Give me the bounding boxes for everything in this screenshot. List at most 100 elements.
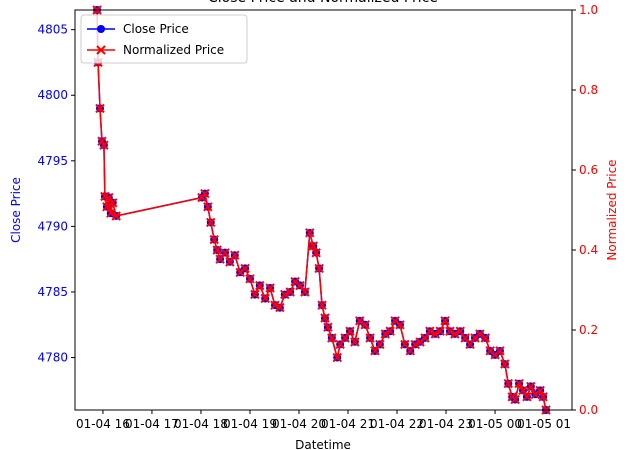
point-marker [375,339,385,350]
point-marker [250,289,260,300]
point-marker [450,329,460,339]
point-marker [350,337,360,347]
point-marker [102,202,112,212]
legend-marker [96,45,106,55]
x-tick-label: 01-04 20 [272,417,326,431]
point-marker [495,346,505,356]
point-marker [460,333,470,343]
point-marker [314,263,324,274]
point-marker [225,257,235,267]
x-tick-label: 01-05 01 [517,417,571,431]
point-marker [370,346,380,356]
point-marker [365,333,375,343]
point-marker [200,188,210,199]
point-marker [220,248,230,258]
y-tick-label: 4780 [37,351,68,365]
point-marker [425,326,435,336]
y2-axis-label: Normalized Price [605,159,619,260]
point-marker [380,329,390,339]
point-marker [206,217,216,228]
point-marker [538,392,548,402]
point-marker [317,300,327,310]
point-marker [518,385,528,396]
chart-title: Close Price and Normalized Price [208,0,438,6]
point-marker [285,287,295,297]
point-marker [212,245,222,255]
point-marker [265,283,275,293]
point-marker [327,333,337,343]
point-marker [308,241,318,251]
y2-tick-label: 1.0 [579,3,598,17]
point-marker [503,378,513,389]
point-marker [510,394,520,405]
y-tick-label: 4785 [37,285,68,299]
point-marker [280,289,290,300]
point-marker [295,280,305,291]
point-marker [300,287,310,297]
point-marker [522,392,532,402]
x-tick-label: 01-04 16 [76,417,130,431]
x-tick-label: 01-04 17 [125,417,179,431]
y2-tick-label: 0.8 [579,83,598,97]
point-marker [209,234,219,245]
x-tick-label: 01-04 23 [419,417,473,431]
legend-label: Normalized Price [123,43,224,57]
point-marker [95,103,105,114]
point-marker [255,280,265,291]
point-marker [240,263,250,274]
x-tick-label: 01-04 22 [370,417,424,431]
point-marker [332,352,342,363]
x-tick-label: 01-04 18 [174,417,228,431]
legend-marker [97,25,105,33]
point-marker [215,254,225,264]
point-marker [435,326,445,336]
point-marker [245,274,255,284]
point-marker [360,320,370,330]
y-tick-label: 4790 [37,219,68,233]
series-line [96,9,547,411]
point-marker [230,250,240,260]
point-marker [99,140,109,150]
y2-tick-label: 0.2 [579,323,598,337]
x-tick-label: 01-04 19 [223,417,277,431]
point-marker [305,228,315,238]
point-marker [108,198,118,208]
point-marker [203,202,213,212]
point-marker [405,346,415,356]
point-marker [270,300,280,310]
point-marker [410,339,420,350]
point-marker [445,326,455,336]
point-marker [440,316,450,326]
y2-tick-label: 0.6 [579,163,598,177]
point-marker [111,211,121,221]
point-marker [275,302,285,313]
plot-frame [74,9,573,411]
point-marker [535,385,545,396]
x-tick-label: 01-05 00 [468,417,522,431]
point-marker [345,326,355,336]
x-axis-label: Datetime [295,438,351,450]
point-marker [335,339,345,350]
series-line [96,9,547,411]
y2-tick-label: 0.0 [579,403,598,417]
point-marker [385,326,395,336]
point-marker [395,320,405,330]
point-marker [455,326,465,336]
y-axis-label: Close Price [9,177,23,243]
y2-tick-label: 0.4 [579,243,598,257]
legend-box [80,14,248,64]
point-marker [526,381,536,392]
point-marker [106,208,116,218]
point-marker [420,333,430,343]
point-marker [340,333,350,343]
point-marker [500,359,510,369]
point-marker [260,293,270,304]
point-marker [320,313,330,323]
x-tick-label: 01-04 21 [321,417,375,431]
point-marker [465,339,475,350]
legend-label: Close Price [123,22,189,36]
y-tick-label: 4800 [37,88,68,102]
point-marker [480,333,490,343]
point-marker [323,322,333,332]
